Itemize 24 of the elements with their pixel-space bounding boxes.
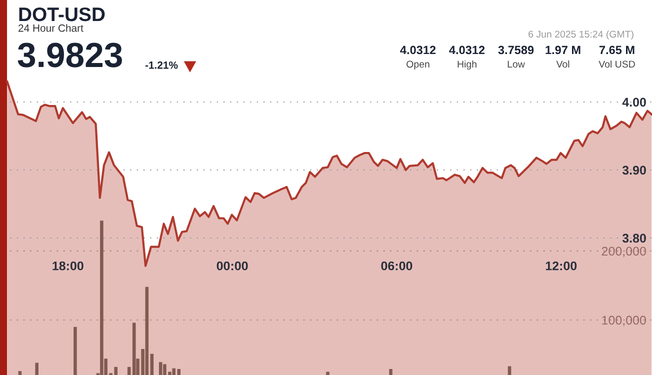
annotation: 6 Jun 2025 15:24 (GMT) — [528, 30, 634, 40]
annotation: Low — [508, 60, 525, 68]
annotation: -1.21% — [145, 61, 178, 69]
annotation: High — [458, 60, 476, 70]
annotation: Vol — [556, 60, 570, 68]
annotation: 7.65 M — [599, 46, 634, 54]
x-tick-label: 06:00 — [381, 261, 412, 270]
annotation: 3.9823 — [18, 42, 122, 68]
chart-title: DOT-USD — [19, 7, 105, 22]
text: 24 Hour Chart — [18, 24, 84, 32]
y-tick-label: 4.00 — [622, 98, 646, 107]
annotation: 1.97 M — [546, 46, 580, 54]
x-tick-label: 12:00 — [546, 261, 577, 270]
x-tick-label: 00:00 — [216, 261, 248, 270]
y-tick-label: 3.90 — [622, 166, 646, 175]
y2-tick-label: 100,000 — [602, 316, 646, 326]
x-tick-label: 18:00 — [52, 261, 84, 270]
annotation: 4.0312 — [449, 46, 485, 54]
annotation: Vol USD — [598, 60, 635, 68]
y-tick-label: 3.80 — [622, 234, 646, 243]
annotation: 4.0312 — [400, 46, 436, 54]
annotation: Open — [406, 60, 430, 70]
annotation: 3.7589 — [498, 46, 534, 54]
y2-tick-label: 200,000 — [602, 246, 646, 258]
